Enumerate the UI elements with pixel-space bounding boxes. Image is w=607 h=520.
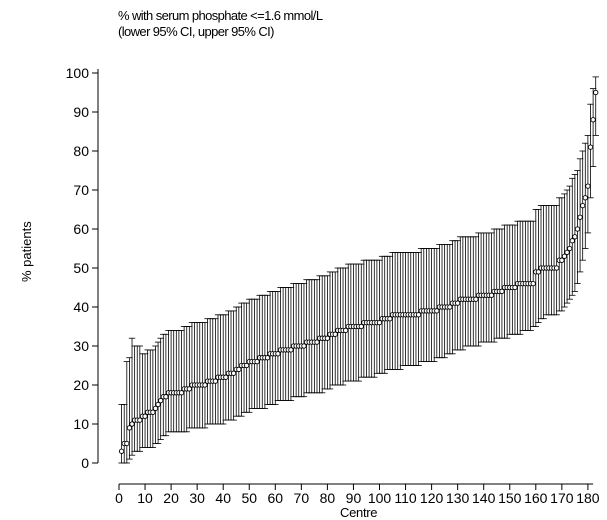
data-point [124,440,130,447]
x-tick-label: 0 [115,490,123,506]
x-tick-label: 100 [368,490,392,506]
y-tick-label: 50 [73,260,89,276]
data-point [142,413,148,419]
data-point [163,394,169,400]
x-tick-label: 80 [320,490,336,506]
y-tick-label: 60 [73,221,89,237]
data-point [150,409,156,415]
x-tick-label: 110 [394,490,417,506]
data-point [126,425,133,431]
data-point [118,448,125,454]
data-point [158,397,164,404]
data-point [585,183,591,189]
y-tick-label: 20 [73,377,89,393]
data-point [582,195,588,201]
data-point [572,234,578,240]
data-point [564,249,570,256]
data-point [587,144,594,150]
data-point [577,214,583,220]
data-point [178,390,185,396]
y-tick-label: 100 [66,65,90,81]
y-tick-label: 30 [73,338,89,354]
x-axis-label: Centre [340,505,378,520]
data-point [314,339,320,345]
data-point [223,374,229,380]
data-point [137,417,143,423]
chart-title-line-2: (lower 95% CI, upper 95% CI) [118,24,274,39]
data-point [186,386,192,392]
data-point [129,421,135,427]
data-point [288,347,294,353]
data-point [264,355,271,361]
x-tick-label: 50 [241,490,257,506]
data-point [553,265,560,271]
x-tick-label: 150 [498,490,522,506]
y-tick-label: 90 [73,104,89,120]
x-tick-label: 160 [524,490,548,506]
x-tick-label: 30 [189,490,205,506]
data-point [376,319,383,326]
data-point [567,245,573,252]
x-tick-label: 70 [294,490,310,506]
data-point [535,269,542,275]
data-point [593,89,599,96]
x-tick-label: 40 [215,490,231,506]
x-tick-label: 170 [550,490,574,506]
y-tick-label: 10 [73,416,89,432]
x-tick-label: 140 [472,490,496,506]
x-tick-label: 60 [268,490,284,506]
data-point [254,358,260,365]
data-point [512,284,518,291]
data-point [342,327,349,334]
data-point [332,331,338,337]
data-point [358,323,364,330]
data-point [230,370,237,376]
data-point [324,335,331,341]
data-point [275,351,281,357]
data-point [454,300,461,306]
data-point [212,378,219,384]
data-point [387,316,393,322]
data-point [574,226,581,232]
y-tick-label: 0 [81,455,89,471]
data-point [530,280,536,287]
data-point [152,405,159,412]
data-point [243,362,250,369]
x-tick-label: 90 [346,490,362,506]
data-point [434,308,440,314]
data-point [561,253,568,259]
x-tick-label: 10 [137,490,153,506]
data-point [580,202,586,209]
data-point [569,238,575,244]
x-tick-label: 20 [163,490,179,506]
chart-title-line-1: % with serum phosphate <=1.6 mmol/L [118,8,323,23]
data-point [499,288,505,295]
data-point [301,343,307,349]
x-tick-label: 180 [576,490,600,506]
y-tick-label: 80 [73,143,89,159]
data-point [488,292,495,298]
data-point [202,382,208,388]
data-point [559,257,565,263]
y-tick-label: 70 [73,182,89,198]
data-point [473,296,479,302]
x-tick-label: 130 [446,490,470,506]
data-point [155,401,161,408]
x-tick-label: 120 [420,490,444,506]
data-point [415,312,422,318]
y-tick-label: 40 [73,299,89,315]
data-point [447,304,453,310]
data-point [236,366,242,373]
data-point [590,117,596,123]
